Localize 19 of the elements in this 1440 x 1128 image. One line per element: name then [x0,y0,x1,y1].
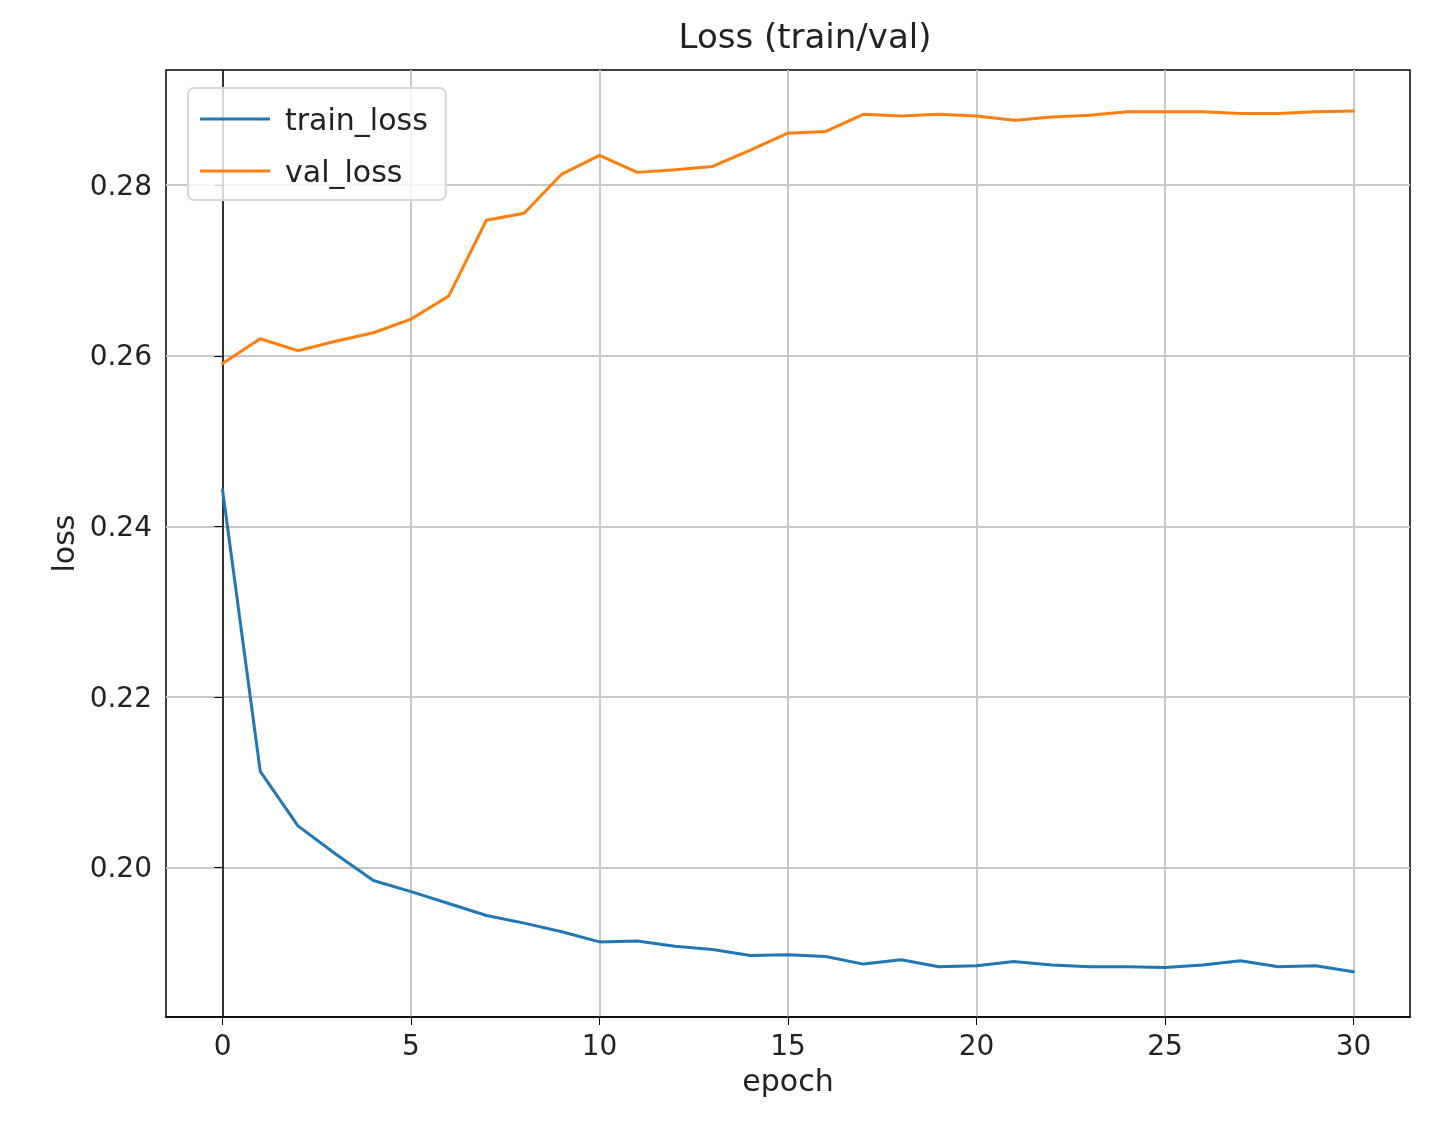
x-tick-label: 25 [1147,1028,1183,1062]
line-series [221,488,1355,974]
line-series [221,109,1355,365]
y-tick-label: 0.20 [89,851,152,885]
y-tick-label: 0.22 [89,680,152,714]
y-tick-label: 0.26 [89,339,152,373]
y-tick-label: 0.24 [89,509,152,543]
y-tick-label: 0.28 [89,168,152,202]
x-tick-label: 10 [581,1028,618,1062]
legend-label: val_loss [285,153,403,189]
legend-label: train_loss [285,101,428,137]
chart-title: Loss (train/val) [678,16,932,56]
x-tick-label: 20 [958,1028,995,1062]
x-tick-label: 5 [402,1028,420,1062]
x-tick-label: 30 [1335,1028,1372,1062]
y-axis-title: loss [46,514,82,573]
x-tick-label: 15 [770,1028,806,1062]
x-tick-label: 0 [213,1028,232,1062]
x-axis-title: epoch [742,1062,834,1098]
